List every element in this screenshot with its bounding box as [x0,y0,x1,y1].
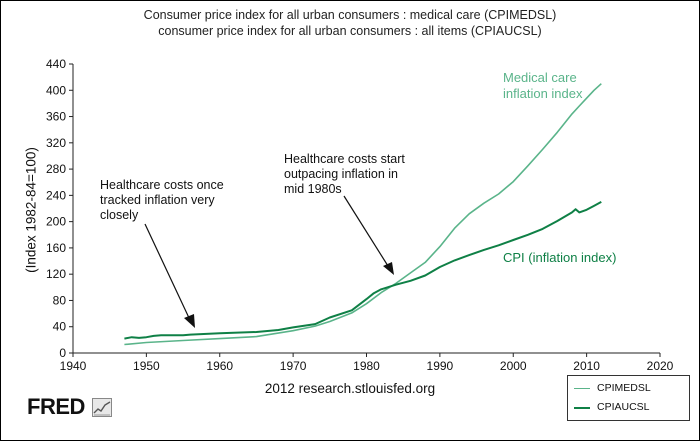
y-tick-label: 320 [46,136,66,150]
annotation-arrows [144,195,394,328]
annotation-early-tracking: Healthcare costs once tracked inflation … [100,178,224,223]
annotation-arrowhead-mid80s [383,262,394,275]
medical-care-series-label: Medical care inflation index [503,70,583,102]
chart-title: Consumer price index for all urban consu… [143,8,557,22]
annotation-mid80s-line-1: Healthcare costs start [284,152,405,166]
cpi-series-label: CPI (inflation index) [503,250,616,266]
x-tick-label: 1960 [206,359,233,373]
y-tick-label: 200 [46,215,66,229]
legend-label-cpimedsl: CPIMEDSL [597,382,651,394]
annotation-arrowhead-early [184,314,195,328]
y-tick-label: 400 [46,83,66,97]
legend-label-cpiaucsl: CPIAUCSL [597,401,650,413]
annotation-early-line-1: Healthcare costs once [100,178,224,192]
chart-subtitle: consumer price index for all urban consu… [158,24,542,38]
x-tick-label: 2010 [573,359,600,373]
series-line-cpiaucsl [124,201,602,340]
y-tick-label: 240 [46,188,66,202]
y-tick-label: 0 [59,346,66,360]
annotation-mid80s-line-2: outpacing inflation in [284,167,398,181]
x-tick-label: 1990 [427,359,454,373]
fred-logo-text: FRED [27,394,85,419]
source-text: 2012 research.stlouisfed.org [264,381,436,396]
annotation-arrow-early [144,223,191,321]
annotation-arrow-mid80s [343,195,389,267]
x-tick-label: 2020 [647,359,674,373]
medical-care-label-line-2: inflation index [503,86,583,101]
annotation-mid80s: Healthcare costs start outpacing inflati… [284,152,405,197]
x-tick-label: 1940 [60,359,87,373]
y-tick-label: 280 [46,162,66,176]
medical-care-label-line-1: Medical care [503,70,577,85]
x-tick-label: 1970 [280,359,307,373]
x-tick-label: 2000 [500,359,527,373]
series-line-cpimedsl [124,83,602,346]
annotation-early-line-3: closely [100,208,139,222]
y-tick-label: 440 [46,57,66,71]
chart-icon [92,398,112,417]
series-layer [124,83,602,346]
chart-axes: 0 40 80 120 160 200 240 280 320 360 400 440 1940 1950… [46,57,674,373]
y-tick-label: 80 [53,293,67,307]
chart-legend: CPIMEDSL CPIAUCSL [567,375,690,421]
y-axis-label: (Index 1982-84=100) [23,147,39,273]
y-tick-label: 40 [53,320,67,334]
legend-swatch-cpiaucsl [574,407,590,409]
y-tick-label: 120 [46,267,66,281]
cpi-label-line-1: CPI (inflation index) [503,250,617,265]
y-tick-label: 360 [46,110,66,124]
x-tick-label: 1980 [353,359,380,373]
annotation-mid80s-line-3: mid 1980s [284,182,342,196]
x-tick-label: 1950 [133,359,160,373]
y-tick-label: 160 [46,241,66,255]
legend-swatch-cpimedsl [574,388,590,389]
annotation-early-line-2: tracked inflation very [100,193,215,207]
